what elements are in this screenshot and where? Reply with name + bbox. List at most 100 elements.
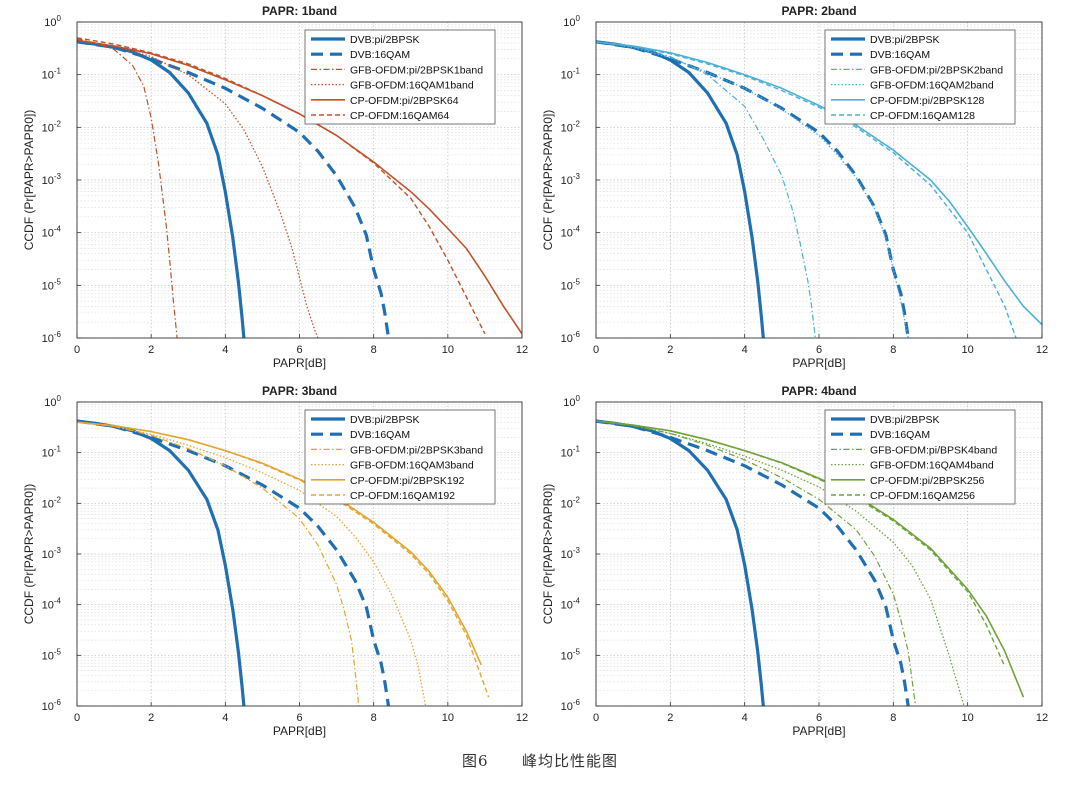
x-tick-label: 6: [816, 712, 822, 724]
x-tick-label: 0: [593, 712, 599, 724]
y-tick-label: 10-3: [42, 546, 62, 561]
series-line-6: [596, 420, 1006, 667]
x-tick-label: 4: [742, 344, 748, 356]
y-tick-label: 10-6: [42, 698, 62, 713]
y-tick-exponent: 0: [57, 14, 62, 23]
series-group: [596, 419, 1025, 706]
y-tick-exponent: -4: [54, 597, 62, 606]
x-tick-label: 2: [148, 344, 154, 356]
legend: DVB:pi/2BPSK DVB:16QAM GFB-OFDM:pi/BPSK4ba…: [824, 409, 1016, 505]
y-tick-exponent: -3: [573, 172, 581, 181]
y-tick-label: 10-6: [561, 330, 581, 345]
chart-panel-3: 0 2 4 6 8 10 12 100 10-1 10-2 10-3 10-4 10-5 10-6 PAPR…: [22, 384, 528, 738]
y-tick-exponent: -1: [573, 445, 581, 454]
panel-title: PAPR: 1band: [262, 4, 337, 18]
y-axis-label: CCDF (Pr[PAPR>PAPR0]): [22, 484, 36, 625]
x-tick-label: 4: [222, 712, 228, 724]
x-tick-label: 0: [74, 712, 80, 724]
y-tick-exponent: -2: [54, 495, 62, 504]
legend: DVB:pi/2BPSK DVB:16QAM GFB-OFDM:pi/2BPSK3b…: [304, 409, 496, 505]
x-tick-label: 12: [1036, 344, 1048, 356]
legend-label-1: DVB:pi/2BPSK: [870, 414, 939, 426]
y-tick-label: 10-1: [42, 445, 62, 460]
x-tick-label: 8: [371, 344, 377, 356]
y-tick-exponent: -1: [54, 67, 62, 76]
y-tick-exponent: -3: [54, 172, 62, 181]
series-group: [77, 37, 522, 338]
series-line-2: [596, 419, 910, 706]
legend-label-1: DVB:pi/2BPSK: [870, 34, 939, 46]
legend-label-4: GFB-OFDM:16QAM2band: [870, 80, 994, 92]
x-axis-label: PAPR[dB]: [273, 356, 326, 370]
legend-label-3: GFB-OFDM:pi/2BPSK1band: [350, 64, 483, 76]
legend-label-4: GFB-OFDM:16QAM4band: [870, 460, 994, 472]
series-line-3: [596, 420, 917, 706]
legend-box: [304, 29, 496, 125]
x-tick-label: 2: [667, 712, 673, 724]
y-tick-label: 10-6: [42, 330, 62, 345]
legend: DVB:pi/2BPSK DVB:16QAM GFB-OFDM:pi/2BPSK1b…: [304, 29, 496, 125]
x-axis-label: PAPR[dB]: [792, 356, 845, 370]
y-tick-exponent: -3: [54, 546, 62, 555]
y-tick-label: 100: [44, 14, 61, 29]
legend-label-5: CP-OFDM:pi/2BPSK64: [350, 95, 459, 107]
y-tick-exponent: -5: [54, 647, 62, 656]
y-tick-exponent: -3: [573, 546, 581, 555]
y-tick-label: 10-1: [561, 445, 581, 460]
legend-label-3: GFB-OFDM:pi/2BPSK3band: [350, 444, 483, 456]
x-tick-label: 12: [1036, 712, 1048, 724]
y-tick-label: 10-2: [42, 119, 62, 134]
legend-label-2: DVB:16QAM: [350, 49, 410, 61]
figure-caption: 图6 峰均比性能图: [0, 750, 1080, 771]
y-tick-exponent: -4: [54, 225, 62, 234]
legend-label-5: CP-OFDM:pi/2BPSK128: [870, 95, 985, 107]
x-tick-label: 6: [816, 344, 822, 356]
y-tick-label: 10-4: [42, 225, 62, 240]
y-tick-label: 10-5: [42, 647, 62, 662]
x-tick-label: 8: [890, 712, 896, 724]
legend-label-6: CP-OFDM:16QAM128: [870, 110, 975, 122]
series-line-6: [77, 37, 486, 335]
y-tick-label: 10-1: [42, 67, 62, 82]
y-tick-label: 100: [44, 394, 61, 409]
y-tick-label: 10-4: [42, 597, 62, 612]
figure-caption-text: 峰均比性能图: [522, 752, 619, 770]
legend-label-2: DVB:16QAM: [870, 429, 930, 441]
y-tick-exponent: -6: [573, 330, 581, 339]
series-line-5: [596, 41, 1042, 326]
legend-label-4: GFB-OFDM:16QAM3band: [350, 460, 474, 472]
legend-label-4: GFB-OFDM:16QAM1band: [350, 80, 474, 92]
series-line-2: [596, 40, 910, 338]
x-tick-label: 10: [962, 344, 974, 356]
legend-label-2: DVB:16QAM: [350, 429, 410, 441]
x-axis-label: PAPR[dB]: [792, 724, 845, 738]
y-axis-label: CCDF (Pr[PAPR>PAPR0]): [22, 110, 36, 251]
y-tick-label: 10-2: [561, 119, 581, 134]
y-tick-exponent: 0: [57, 394, 62, 403]
series-line-5: [77, 39, 522, 335]
y-tick-label: 10-5: [42, 277, 62, 292]
legend-label-3: GFB-OFDM:pi/2BPSK2band: [870, 64, 1003, 76]
y-tick-label: 100: [563, 14, 580, 29]
legend-label-2: DVB:16QAM: [870, 49, 930, 61]
legend-box: [824, 29, 1016, 125]
x-tick-label: 0: [74, 344, 80, 356]
series-line-6: [596, 41, 1017, 338]
y-tick-exponent: -1: [573, 67, 581, 76]
y-axis-label: CCDF (Pr[PAPR>PAPR0]): [541, 484, 555, 625]
x-tick-label: 0: [593, 344, 599, 356]
figure-caption-label: 图6: [461, 752, 489, 770]
y-tick-label: 100: [563, 394, 580, 409]
y-tick-exponent: -1: [54, 445, 62, 454]
y-tick-exponent: -5: [54, 277, 62, 286]
y-tick-exponent: -4: [573, 225, 581, 234]
legend-box: [304, 409, 496, 505]
legend: DVB:pi/2BPSK DVB:16QAM GFB-OFDM:pi/2BPSK2b…: [824, 29, 1016, 125]
y-axis-label: CCDF (Pr[PAPR>PAPR0]): [541, 110, 555, 251]
panel-title: PAPR: 4band: [781, 384, 856, 398]
series-line-2: [77, 419, 391, 706]
y-tick-label: 10-5: [561, 277, 581, 292]
y-tick-label: 10-5: [561, 647, 581, 662]
y-tick-exponent: -6: [54, 698, 62, 707]
